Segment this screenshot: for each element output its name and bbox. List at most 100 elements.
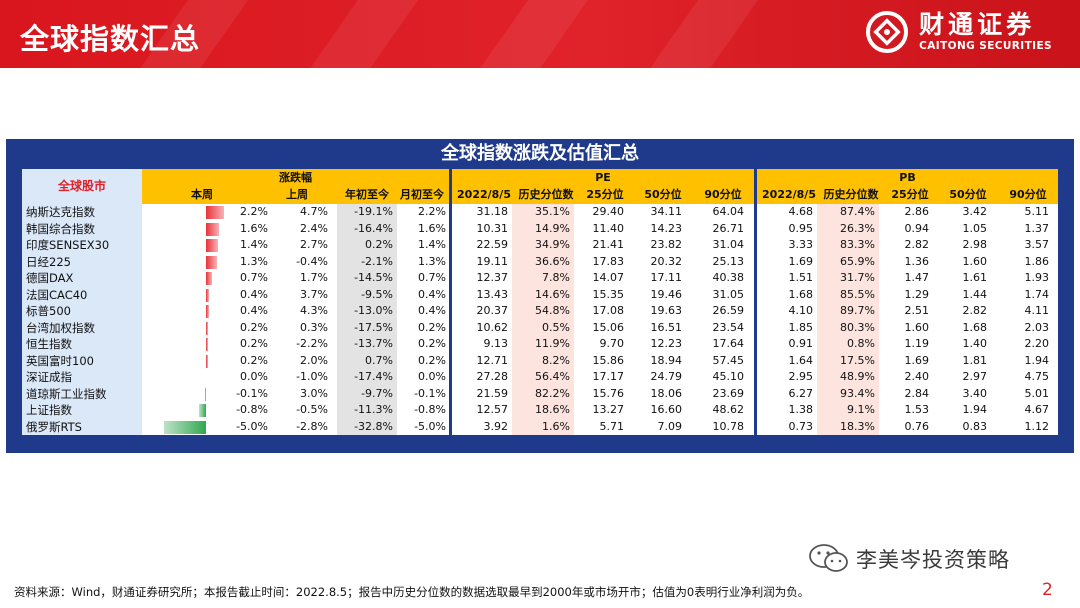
pe-p25: 11.40 — [592, 221, 625, 235]
pb-p25: 0.94 — [904, 221, 930, 235]
pb-row: 3.33 83.3% 2.82 2.98 3.57 — [757, 237, 1058, 254]
pb-percentile: 9.1% — [847, 403, 875, 416]
pe-p90: 31.04 — [712, 238, 745, 251]
pb-p50: 1.05 — [962, 221, 988, 235]
table-row: 印度SENSEX30 1.4% 2.7% 0.2% 1.4% — [22, 237, 449, 254]
pe-row: 9.13 11.9% 9.70 12.23 17.64 — [452, 336, 754, 353]
pe-percentile: 18.6% — [535, 403, 570, 416]
pb-col-p90: 90分位 — [1009, 188, 1047, 201]
index-name: 上证指数 — [26, 403, 72, 417]
week-change: 0.2% — [240, 320, 268, 334]
header-decoration — [457, 0, 603, 68]
pb-p25: 1.60 — [904, 320, 930, 334]
pb-percentile: 26.3% — [840, 221, 875, 235]
pb-p25: 0.76 — [904, 419, 930, 433]
pb-p90: 4.67 — [1024, 403, 1050, 416]
mtd-change: 0.4% — [418, 287, 446, 301]
change-group-header: 涨跌幅 — [142, 169, 449, 186]
index-name: 韩国综合指数 — [26, 221, 95, 236]
lastweek-change: 1.7% — [300, 271, 328, 284]
lastweek-change: -1.0% — [296, 370, 328, 383]
pe-row: 27.28 56.4% 17.17 24.79 45.10 — [452, 369, 754, 386]
pe-p50: 34.11 — [650, 205, 683, 218]
pe-current: 3.92 — [483, 419, 509, 433]
week-change: 2.2% — [240, 205, 268, 218]
pe-col-percentile: 历史分位数 — [518, 188, 574, 201]
pe-percentile: 34.9% — [535, 238, 570, 251]
pb-p50: 3.42 — [962, 205, 988, 218]
pe-p50: 23.82 — [650, 238, 683, 251]
table-row: 纳斯达克指数 2.2% 4.7% -19.1% 2.2% — [22, 204, 449, 221]
pb-row: 0.91 0.8% 1.19 1.40 2.20 — [757, 336, 1058, 353]
pb-p50: 1.60 — [962, 254, 988, 268]
pe-current: 13.43 — [476, 287, 509, 301]
lastweek-change: 0.3% — [300, 320, 328, 334]
pe-percentile: 36.6% — [535, 254, 570, 268]
pe-col-p90: 90分位 — [704, 188, 742, 201]
index-name: 法国CAC40 — [26, 287, 88, 302]
brand-name-cn: 财通证券 — [919, 10, 1036, 39]
pe-current: 12.57 — [476, 403, 509, 416]
pe-p25: 15.76 — [592, 386, 625, 400]
pe-p50: 19.63 — [650, 304, 683, 317]
wechat-icon — [809, 544, 848, 572]
pb-p50: 0.83 — [962, 419, 988, 433]
table-row: 法国CAC40 0.4% 3.7% -9.5% 0.4% — [22, 287, 449, 304]
ytd-change: -13.7% — [354, 337, 393, 350]
mtd-change: -0.8% — [414, 403, 446, 416]
pe-p50: 24.79 — [650, 370, 683, 383]
pb-current: 6.27 — [788, 386, 814, 400]
pb-p50: 1.61 — [962, 271, 988, 284]
pb-p90: 1.86 — [1024, 254, 1050, 268]
table-row: 上证指数 -0.8% -0.5% -11.3% -0.8% — [22, 402, 449, 419]
week-change-bar — [206, 206, 225, 219]
pe-current: 10.62 — [476, 320, 509, 334]
week-change: 1.3% — [240, 254, 268, 268]
pe-percentile-bg — [512, 204, 574, 435]
week-change-bar — [206, 288, 210, 302]
pe-row: 10.31 14.9% 11.40 14.23 26.71 — [452, 221, 754, 238]
pb-p90: 3.57 — [1024, 238, 1050, 251]
pb-col-date: 2022/8/5 — [762, 188, 816, 201]
pb-p90: 5.11 — [1024, 205, 1050, 218]
pe-current: 27.28 — [476, 370, 509, 383]
pe-percentile: 0.5% — [542, 320, 570, 334]
pe-p90: 48.62 — [712, 403, 745, 416]
mtd-change: 0.2% — [418, 337, 446, 350]
pe-p25: 29.40 — [592, 205, 625, 218]
pb-current: 4.10 — [788, 304, 814, 317]
table-row: 韩国综合指数 1.6% 2.4% -16.4% 1.6% — [22, 221, 449, 238]
pe-row: 13.43 14.6% 15.35 19.46 31.05 — [452, 287, 754, 304]
pe-p25: 15.35 — [592, 287, 625, 301]
pe-row: 20.37 54.8% 17.08 19.63 26.59 — [452, 303, 754, 320]
index-name: 恒生指数 — [26, 337, 72, 351]
ytd-change: -17.5% — [354, 320, 393, 334]
pe-p50: 17.11 — [650, 271, 683, 284]
mtd-change: 0.2% — [418, 353, 446, 367]
pe-p90: 26.59 — [712, 304, 745, 317]
week-change: -0.1% — [236, 386, 268, 400]
brand-logo-block: 财通证券 CAITONG SECURITIES — [865, 10, 1052, 54]
watermark-text: 李美岑投资策略 — [856, 548, 1010, 572]
pb-p50: 2.97 — [962, 370, 988, 383]
pb-p25: 2.51 — [904, 304, 930, 317]
source-note: 资料来源：Wind，财通证券研究所；本报告截止时间：2022.8.5；报告中历史… — [14, 585, 810, 599]
name-column-header: 全球股市 — [22, 169, 142, 204]
index-name: 英国富时100 — [26, 353, 94, 368]
week-change-bar — [206, 321, 208, 335]
pe-p90: 23.69 — [712, 386, 745, 400]
pe-p25: 15.86 — [592, 353, 625, 367]
pb-percentile: 31.7% — [840, 271, 875, 284]
pb-row: 2.95 48.9% 2.40 2.97 4.75 — [757, 369, 1058, 386]
pb-percentile: 65.9% — [840, 254, 875, 268]
caitong-logo-icon — [866, 11, 909, 53]
ytd-change: 0.2% — [365, 238, 393, 251]
pb-p25: 1.29 — [904, 287, 930, 301]
lastweek-change: 2.0% — [300, 353, 328, 367]
index-name: 标普500 — [26, 304, 71, 318]
pe-p50: 12.23 — [650, 337, 683, 350]
ytd-change: -14.5% — [354, 271, 393, 284]
index-name: 俄罗斯RTS — [26, 419, 82, 434]
lastweek-change: 4.7% — [300, 205, 328, 218]
pb-p90: 4.11 — [1024, 304, 1050, 317]
